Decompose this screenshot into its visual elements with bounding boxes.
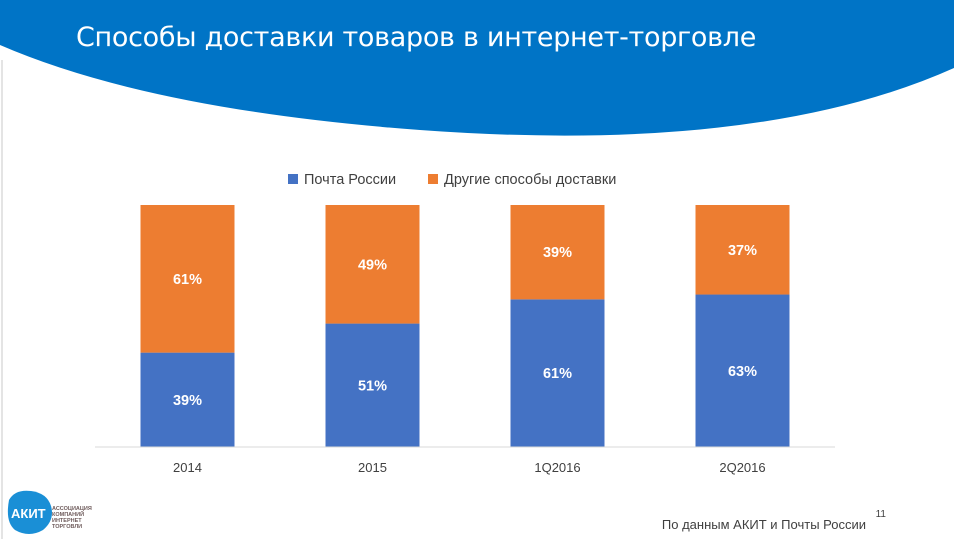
data-label: 39% <box>173 393 202 409</box>
x-tick-label: 2Q2016 <box>719 460 765 475</box>
data-label: 49% <box>358 257 387 273</box>
data-label: 61% <box>543 366 572 382</box>
logo-line: интернет <box>52 518 82 524</box>
x-tick-label: 2014 <box>173 460 202 475</box>
logo-line: Ассоциация <box>52 506 92 512</box>
bar-segment <box>695 294 790 447</box>
bar-segment <box>140 205 235 353</box>
data-label: 63% <box>728 364 757 380</box>
page-number: 11 <box>875 509 886 520</box>
bar-segment <box>510 299 605 447</box>
data-label: 61% <box>173 272 202 288</box>
data-label: 39% <box>543 245 572 261</box>
logo-caption: Ассоциация компаний интернет торговли <box>52 506 122 530</box>
bar-segment <box>325 205 420 324</box>
data-label: 51% <box>358 378 387 394</box>
bar-segment <box>510 205 605 300</box>
bar-segment <box>695 205 790 295</box>
data-label: 37% <box>728 243 757 259</box>
logo-mark: АКИТ <box>11 506 46 521</box>
logo-line: компаний <box>52 512 85 518</box>
legend-swatch <box>428 174 438 184</box>
legend-label: Другие способы доставки <box>444 172 616 188</box>
bar-segment <box>140 352 235 447</box>
legend-swatch <box>288 174 298 184</box>
x-tick-label: 1Q2016 <box>534 460 580 475</box>
source-note: По данным АКИТ и Почты России <box>661 517 866 532</box>
akit-logo: АКИТ <box>7 490 52 534</box>
bar-segment <box>325 323 420 447</box>
logo-line: торговли <box>52 524 83 530</box>
legend-label: Почта России <box>304 172 396 188</box>
x-tick-label: 2015 <box>358 460 387 475</box>
slide-title: Способы доставки товаров в интернет-торг… <box>76 22 757 53</box>
